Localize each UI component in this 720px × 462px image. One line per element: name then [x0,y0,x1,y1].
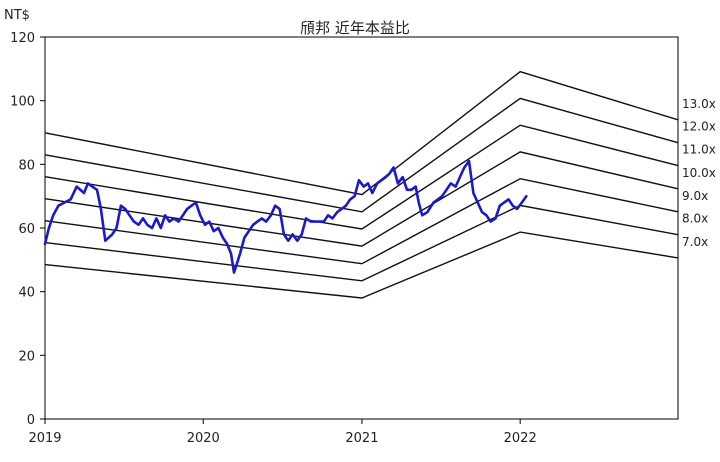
y-tick-label: 0 [27,413,35,428]
y-tick-label: 100 [10,95,35,110]
plot-frame [44,36,679,420]
pe-band-lines: 7.0x 8.0x 9.0x 10.0x 11.0x 12.0x 13.0x [44,70,716,299]
y-tick-label: 80 [18,158,35,173]
pe-band-label: 13.0x [682,97,716,111]
pe-band-line [44,124,679,230]
y-tick-label: 60 [18,222,35,237]
y-tick-label: 120 [10,31,35,46]
pe-band-label: 10.0x [682,166,716,180]
y-tick-label: 40 [18,286,35,301]
y-axis-unit-label: NT$ [4,8,30,23]
x-tick-label: 2021 [345,431,378,446]
pe-band-label: 9.0x [682,189,708,203]
x-tick-label: 2022 [504,431,537,446]
pe-band-line [44,97,679,213]
pe-band-line [44,177,679,265]
pe-band-label: 7.0x [682,235,708,249]
price-series [43,159,528,274]
price-line [43,159,528,274]
pe-band-label: 8.0x [682,212,708,226]
pe-band-line [44,70,679,196]
chart-title: 頎邦 近年本益比 [300,19,410,37]
y-axis: 0 20 40 60 80 100 120 [10,31,45,428]
pe-band-label: 12.0x [682,120,716,134]
pe-band-line [44,204,679,282]
pe-band-line [44,151,679,247]
y-tick-label: 20 [18,349,35,364]
x-axis: 2019 2020 2021 2022 [28,419,537,446]
pe-band-line [44,231,679,299]
x-tick-label: 2020 [187,431,220,446]
x-tick-label: 2019 [28,431,61,446]
pe-band-label: 11.0x [682,143,716,157]
